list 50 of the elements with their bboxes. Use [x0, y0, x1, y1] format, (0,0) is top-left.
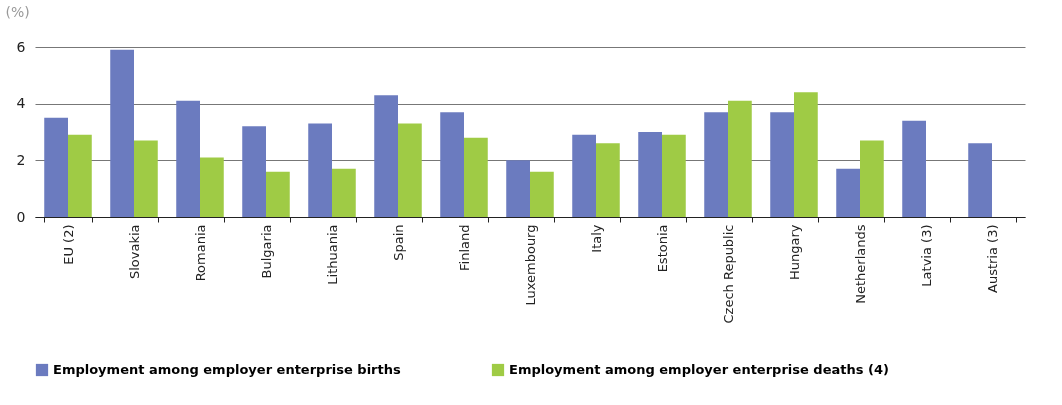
y-tick-label: 4 [16, 95, 26, 112]
x-tick-label: Estonia [654, 224, 670, 273]
bar [704, 112, 728, 217]
x-tick-label: Hungary [786, 224, 802, 281]
x-tick-label: Bulgaria [258, 224, 274, 279]
bar [242, 126, 266, 217]
bar [134, 140, 158, 217]
bar [530, 171, 554, 217]
bar [110, 49, 134, 217]
bar [860, 140, 884, 217]
bar [44, 117, 68, 217]
x-tick-label: Czech Republic [720, 224, 736, 324]
bar [176, 100, 200, 217]
y-axis-title: (%) [5, 3, 30, 20]
bar [506, 160, 530, 217]
bar [398, 123, 422, 217]
x-tick-label: Finland [456, 224, 472, 271]
bar [200, 157, 224, 217]
bar [662, 134, 686, 217]
bar [308, 123, 332, 217]
x-tick-label: Lithuania [324, 224, 340, 285]
x-tick-label: EU (2) [60, 224, 76, 265]
legend-label: Employment among employer enterprise deaths (4) [509, 362, 889, 377]
x-tick-label: Austria (3) [984, 224, 1000, 293]
x-tick-label: Romania [192, 224, 208, 282]
bar [794, 92, 818, 217]
y-tick-label: 0 [16, 208, 26, 225]
legend-label: Employment among employer enterprise births [53, 362, 401, 377]
bar [374, 95, 398, 217]
bar [728, 100, 752, 217]
bar [464, 137, 488, 217]
x-tick-label: Luxembourg [522, 224, 538, 306]
bar [332, 168, 356, 217]
x-tick-label: Italy [588, 224, 604, 253]
x-tick-label: Latvia (3) [918, 224, 934, 287]
bar [638, 132, 662, 217]
bar [440, 112, 464, 217]
x-tick-label: Slovakia [126, 224, 142, 280]
bar [902, 120, 926, 217]
x-tick-label: Spain [390, 224, 406, 261]
bar [836, 168, 860, 217]
y-tick-label: 6 [16, 38, 26, 55]
bar [770, 112, 794, 217]
bar [572, 134, 596, 217]
y-tick-label: 2 [16, 151, 26, 168]
x-tick-label: Netherlands [852, 224, 868, 304]
bar [68, 134, 92, 217]
bar [596, 143, 620, 217]
bar [968, 143, 992, 217]
bar [266, 171, 290, 217]
